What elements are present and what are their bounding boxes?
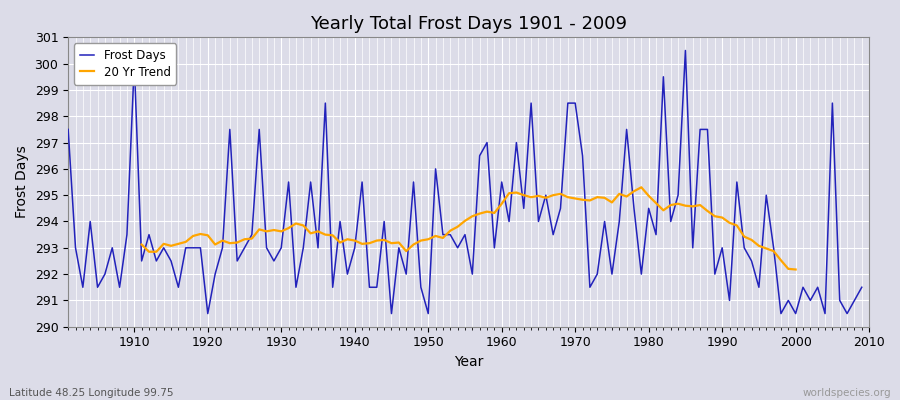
Frost Days	[857, 285, 868, 290]
20 Yr Trend	[136, 242, 147, 247]
20 Yr Trend	[224, 241, 235, 246]
Text: worldspecies.org: worldspecies.org	[803, 388, 891, 398]
Frost Days	[592, 272, 603, 276]
X-axis label: Year: Year	[454, 355, 483, 369]
Frost Days	[335, 219, 346, 224]
Line: 20 Yr Trend: 20 Yr Trend	[141, 187, 796, 270]
Title: Yearly Total Frost Days 1901 - 2009: Yearly Total Frost Days 1901 - 2009	[310, 15, 627, 33]
Frost Days	[504, 219, 515, 224]
Frost Days	[291, 285, 302, 290]
Frost Days	[63, 127, 74, 132]
20 Yr Trend	[688, 204, 698, 209]
Frost Days	[496, 180, 507, 184]
Frost Days	[122, 232, 132, 237]
Legend: Frost Days, 20 Yr Trend: Frost Days, 20 Yr Trend	[74, 43, 176, 84]
Frost Days	[680, 48, 691, 53]
20 Yr Trend	[335, 240, 346, 245]
20 Yr Trend	[702, 208, 713, 213]
Y-axis label: Frost Days: Frost Days	[15, 146, 29, 218]
Text: Latitude 48.25 Longitude 99.75: Latitude 48.25 Longitude 99.75	[9, 388, 174, 398]
Frost Days	[202, 311, 213, 316]
20 Yr Trend	[790, 267, 801, 272]
20 Yr Trend	[636, 185, 647, 190]
Line: Frost Days: Frost Days	[68, 50, 862, 314]
20 Yr Trend	[592, 195, 603, 200]
20 Yr Trend	[769, 249, 779, 254]
